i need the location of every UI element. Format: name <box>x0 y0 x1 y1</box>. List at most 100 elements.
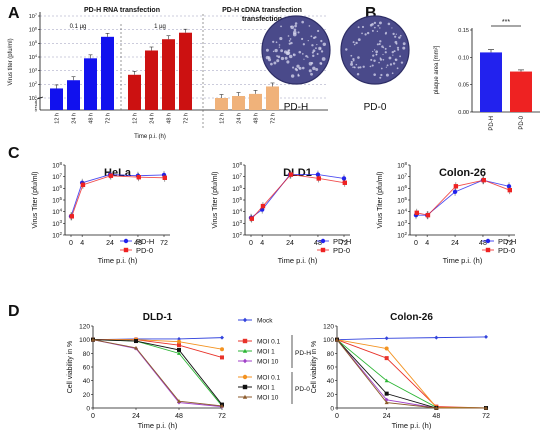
plaque <box>378 43 381 46</box>
plaque <box>371 29 374 32</box>
plaque <box>379 76 382 79</box>
chart-title-dld-1: DLD-1 <box>143 312 173 323</box>
point-pd-0 <box>342 180 347 185</box>
point-pd-0 <box>108 173 114 178</box>
y-tick-label: 106 <box>232 184 242 193</box>
plaque <box>320 50 324 53</box>
y-tick-label: 105 <box>397 196 407 205</box>
y-tick-label: 120 <box>323 324 334 331</box>
plaque <box>312 49 316 53</box>
plaque <box>294 67 298 71</box>
plaque <box>274 48 278 53</box>
series-line-2 <box>336 339 487 409</box>
plaque <box>352 41 355 44</box>
plaque <box>290 74 295 78</box>
x-tick-label: 12 h <box>55 113 61 124</box>
point-series-4 <box>384 346 389 351</box>
plaque <box>307 56 309 58</box>
plaque <box>287 49 290 52</box>
plaque <box>384 47 387 50</box>
plaque <box>305 54 308 58</box>
plaque <box>380 73 383 77</box>
plaque <box>378 21 382 25</box>
panel-label-c: C <box>8 145 20 162</box>
point-pd-h <box>452 189 458 195</box>
point-pd-0 <box>316 176 321 181</box>
y-tick-label: 106 <box>29 26 37 33</box>
plaque <box>400 61 404 64</box>
plaque <box>376 30 379 33</box>
plaque <box>399 55 401 58</box>
panel-label-b: B <box>365 5 377 22</box>
y-axis-title: Cell viability in % <box>311 341 318 394</box>
point-series-1 <box>177 343 181 348</box>
x-tick-label: 48 h <box>254 113 260 124</box>
y-tick-label: 104 <box>29 54 38 61</box>
y-tick-label: 105 <box>29 40 37 47</box>
point-series-4 <box>220 347 224 352</box>
series-line-6 <box>336 339 486 409</box>
bar-2-12h <box>128 74 141 110</box>
x-tick-label: PD-H <box>489 116 495 131</box>
y-tick-label: 60 <box>83 365 91 372</box>
group-title-rna: PD-H RNA transfection <box>84 7 160 14</box>
point-pd-0 <box>80 182 86 188</box>
x-tick-label: 0 <box>91 413 95 420</box>
plaque <box>373 26 376 29</box>
x-tick-label: 4 <box>425 240 429 247</box>
plaque <box>292 30 297 35</box>
group-title-cdna: PD-H cDNA transfection <box>222 7 302 14</box>
plaque <box>265 48 269 52</box>
point-pd-h <box>341 176 347 181</box>
series-line-5 <box>92 339 223 405</box>
point-pd-0 <box>481 177 486 183</box>
plaque <box>381 45 384 48</box>
plaque <box>288 42 291 45</box>
plaque <box>385 73 389 77</box>
bar-2-24h <box>145 50 158 110</box>
plaque <box>302 43 305 46</box>
y-tick-label: 106 <box>52 184 62 193</box>
chart-title-hela: HeLa <box>104 167 132 179</box>
plaque <box>364 33 367 36</box>
plaque <box>310 61 314 65</box>
plaque <box>379 40 382 43</box>
x-axis-title: Time p.i. (h) <box>278 256 318 265</box>
plaque <box>272 40 275 43</box>
plaque <box>288 54 293 59</box>
plaque <box>280 49 284 53</box>
plaque <box>353 43 356 46</box>
point-series-1 <box>220 355 224 360</box>
x-axis-title: Time p.i. (h) <box>134 134 166 140</box>
y-tick-label: 80 <box>327 351 335 358</box>
legend-label-pd-0: PD-0 <box>136 246 153 255</box>
x-tick-label: 0 <box>249 240 253 247</box>
x-tick-label: 0 <box>69 240 73 247</box>
legend-marker <box>242 358 248 364</box>
series-line-3 <box>92 339 223 408</box>
point-pd-0 <box>425 212 431 218</box>
chart-title-colon-26: Colon-26 <box>439 167 486 179</box>
y-tick-label: 1 <box>35 106 38 111</box>
legend-marker <box>242 348 248 353</box>
plaque <box>279 36 283 41</box>
series-line-pd-0 <box>251 174 345 219</box>
plaque <box>317 29 320 33</box>
plaque <box>301 66 305 70</box>
bar-2-48h <box>162 39 175 111</box>
x-tick-label: 72 <box>218 413 226 420</box>
x-tick-label: 24 h <box>237 113 243 124</box>
x-tick-label: 72 <box>160 240 168 247</box>
point-series-5 <box>384 391 389 396</box>
plaque <box>298 67 300 70</box>
bar-1-24h <box>67 80 80 110</box>
y-tick-label: 0.10 <box>458 55 469 61</box>
plaque <box>373 21 377 25</box>
plaque <box>315 47 317 50</box>
plaque <box>359 66 362 69</box>
point-series-6 <box>434 406 439 410</box>
plaque <box>350 54 353 57</box>
x-tick-label: 0 <box>335 413 339 420</box>
y-tick-label: 0.05 <box>458 83 469 89</box>
